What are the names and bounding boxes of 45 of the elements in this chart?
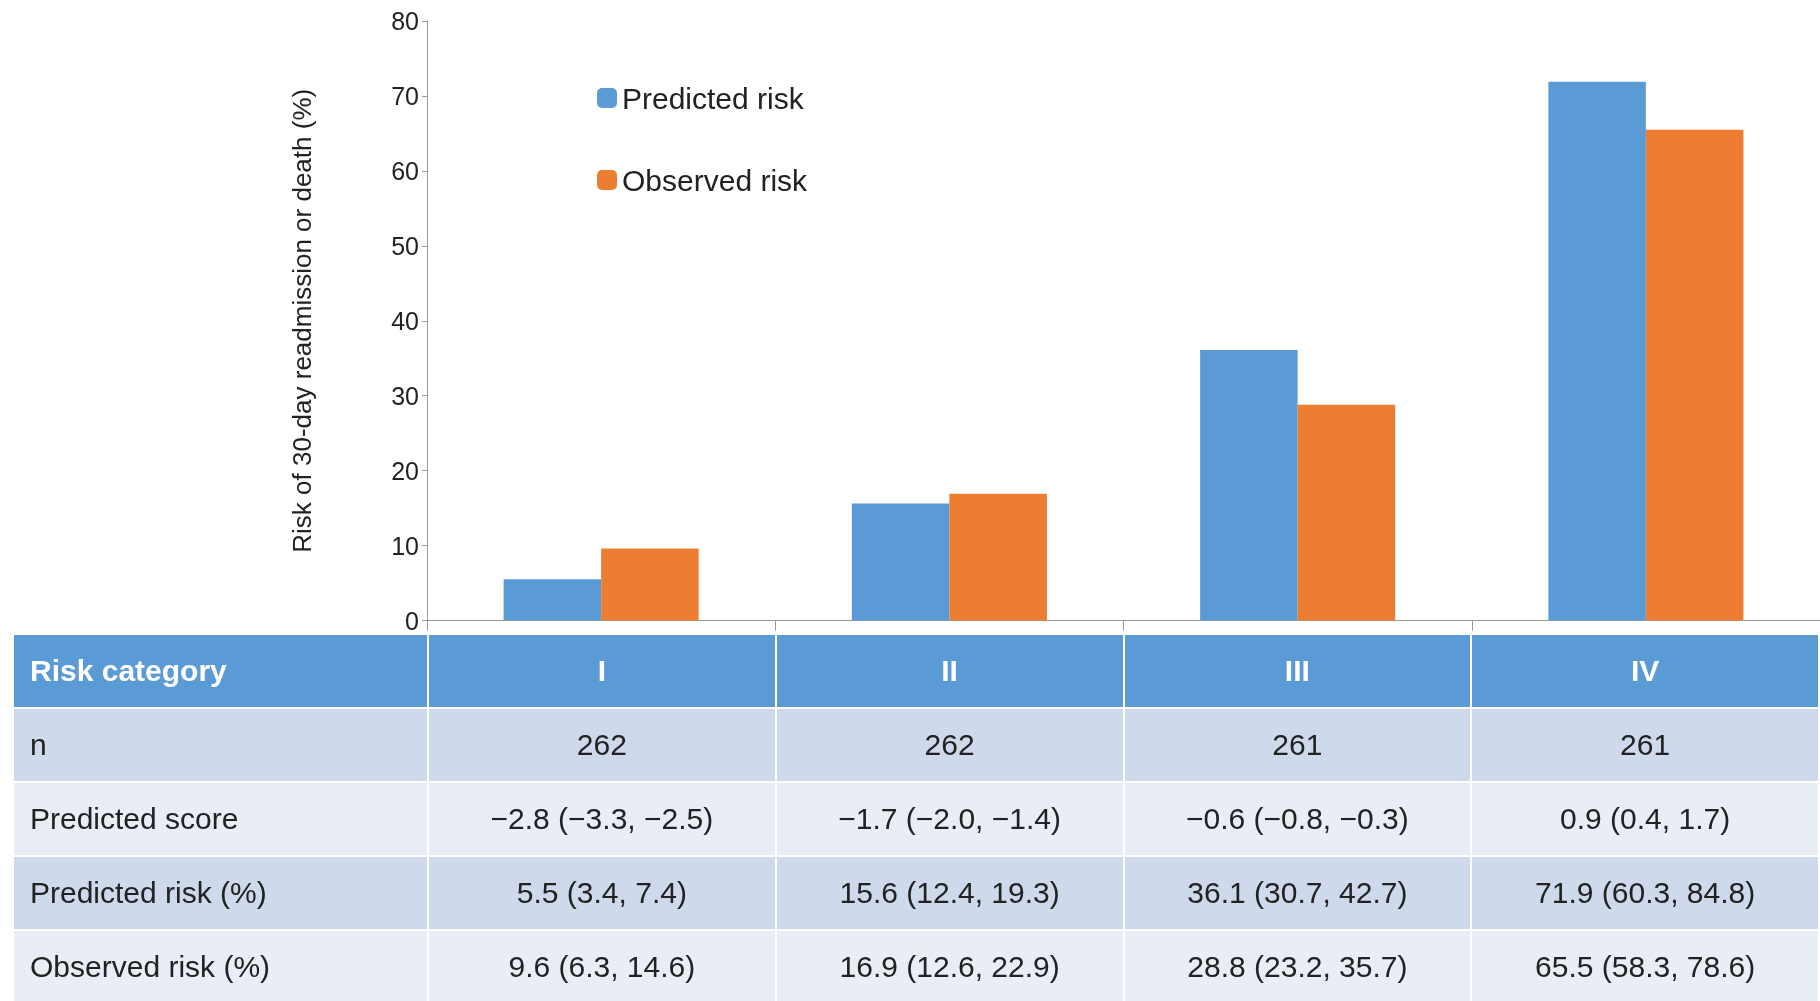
data-label: 16.9 (12.6, 22.9) [775, 930, 1124, 1001]
x-tick-label: I [428, 634, 776, 708]
data-label: 28.8 (23.2, 35.7) [1123, 930, 1472, 1001]
y-tick-label: 50 [391, 231, 419, 260]
text: −0.6 (−0.8, −0.3) [1123, 782, 1472, 856]
bar [1297, 404, 1396, 621]
data-label: 36.1 (30.7, 42.7) [1123, 856, 1472, 930]
text: 261 [1123, 708, 1472, 782]
y-tick-label: 70 [391, 81, 419, 110]
legend-label: Predicted risk [622, 81, 805, 115]
data-label: 71.9 (60.3, 84.8) [1471, 856, 1819, 930]
text: n [13, 708, 428, 782]
legend-label: Observed risk [622, 163, 809, 197]
x-tick-label: II [775, 634, 1124, 708]
y-tick-label: 40 [391, 306, 419, 335]
text: 0.9 (0.4, 1.7) [1471, 782, 1819, 856]
y-tick-label: 80 [391, 7, 419, 35]
bar [503, 579, 602, 621]
bar [851, 503, 950, 621]
y-tick-label: 60 [391, 156, 419, 185]
y-tick-label: 0 [405, 606, 419, 635]
text: Observed risk (%) [13, 930, 428, 1001]
x-tick-label: III [1123, 634, 1472, 708]
text: 262 [428, 708, 776, 782]
bar [1200, 349, 1298, 621]
text: −1.7 (−2.0, −1.4) [775, 782, 1124, 856]
y-tick-label: 20 [391, 456, 419, 485]
x-tick-label: IV [1471, 634, 1819, 708]
data-label: 9.6 (6.3, 14.6) [428, 930, 776, 1001]
data-label: 65.5 (58.3, 78.6) [1471, 930, 1819, 1001]
bar [601, 548, 699, 621]
data-label: 15.6 (12.4, 19.3) [775, 856, 1124, 930]
text: Predicted risk (%) [13, 856, 428, 930]
bar [949, 493, 1047, 621]
bar [1548, 81, 1646, 621]
text: 262 [775, 708, 1124, 782]
y-axis-title: Risk of 30-day readmission or death (%) [287, 88, 317, 553]
y-tick-label: 10 [391, 531, 419, 560]
data-label: 5.5 (3.4, 7.4) [428, 856, 776, 930]
text: Predicted score [13, 782, 428, 856]
text: 261 [1471, 708, 1819, 782]
bar [1645, 129, 1744, 621]
y-tick-label: 30 [391, 381, 419, 410]
text: −2.8 (−3.3, −2.5) [428, 782, 776, 856]
text: Risk category [13, 634, 428, 708]
